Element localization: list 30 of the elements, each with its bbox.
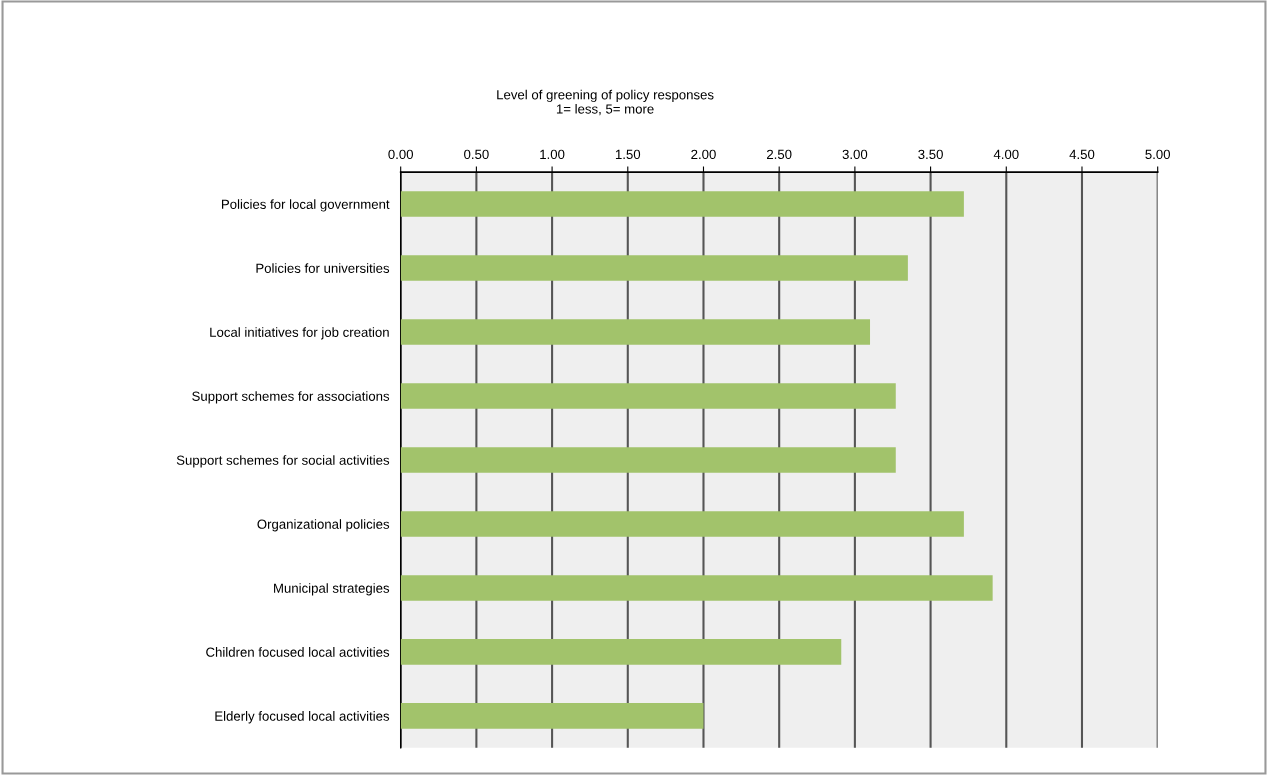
y-tick-label: Local initiatives for job creation — [210, 327, 389, 340]
x-tick-label: 2.00 — [691, 149, 716, 160]
y-tick-label: Support schemes for social activities — [176, 455, 390, 468]
bar — [400, 319, 871, 345]
x-tick-label: 0.50 — [464, 149, 489, 160]
bar — [400, 191, 964, 217]
x-tick-label: 1.00 — [540, 149, 565, 160]
bar — [400, 255, 908, 281]
y-tick-label: Children focused local activities — [206, 647, 390, 657]
chart-title: Level of greening of policy responses 1= less, 5= more — [497, 89, 714, 116]
x-tick-label: 4.00 — [993, 149, 1019, 160]
x-tick-label: 0.00 — [388, 149, 414, 160]
bar — [400, 383, 896, 409]
y-tick-label: Organizational policies — [257, 519, 390, 532]
x-tick-label: 4.50 — [1069, 149, 1095, 160]
bar — [400, 639, 842, 665]
x-tick-label: 3.50 — [918, 149, 943, 160]
y-tick-label: Elderly focused local activities — [215, 711, 390, 724]
x-tick-label: 3.00 — [842, 149, 868, 160]
x-tick-label: 1.50 — [615, 149, 641, 160]
x-tick-label: 2.50 — [767, 149, 792, 160]
y-tick-label: Policies for universities — [256, 263, 390, 273]
y-tick-label: Municipal strategies — [274, 583, 390, 596]
x-tick-label: 5.00 — [1145, 149, 1171, 160]
bar — [400, 575, 993, 601]
y-tick-label: Policies for local government — [222, 199, 390, 212]
bar — [400, 511, 964, 537]
bar — [400, 447, 896, 473]
y-tick-label: Support schemes for associations — [192, 391, 390, 404]
bar — [400, 703, 704, 729]
